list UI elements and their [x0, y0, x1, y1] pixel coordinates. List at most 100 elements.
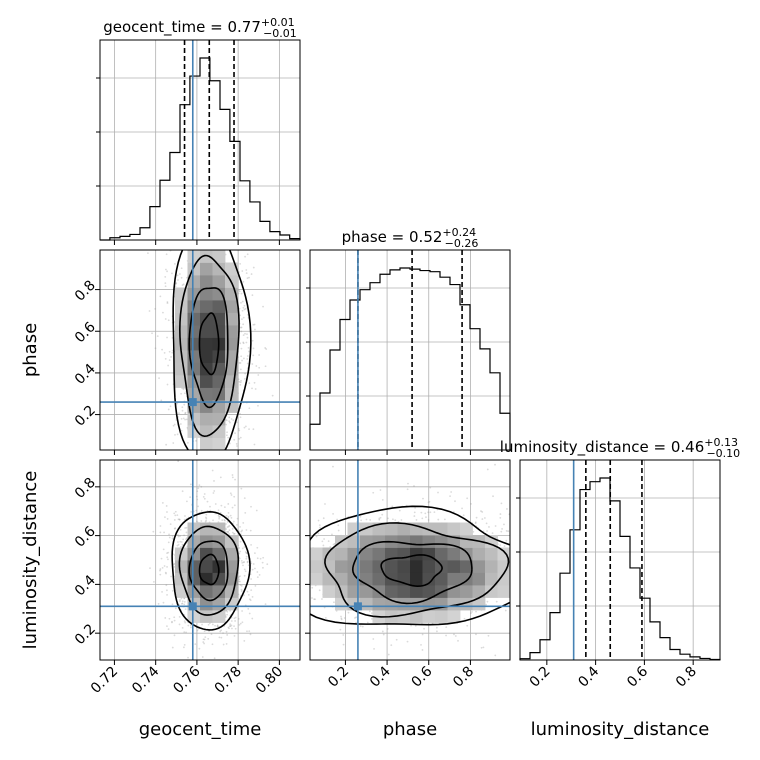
sample-point: [248, 350, 250, 353]
density-cell: [212, 437, 226, 450]
sample-point: [179, 540, 182, 543]
sample-point: [181, 284, 184, 287]
sample-point: [436, 630, 438, 633]
sample-point: [264, 347, 267, 349]
sample-point: [322, 517, 325, 520]
sample-point: [251, 294, 254, 297]
sample-point: [202, 190, 204, 192]
density-cell: [435, 572, 448, 586]
sample-point: [166, 556, 169, 559]
density-cell: [397, 610, 411, 623]
sample-point: [366, 621, 369, 624]
sample-point: [239, 362, 242, 364]
sample-point: [223, 518, 226, 521]
sample-point: [505, 539, 508, 542]
sample-point: [227, 503, 230, 505]
sample-point: [235, 173, 237, 175]
density-cell: [372, 597, 386, 611]
sample-point: [240, 347, 243, 350]
sample-point: [252, 266, 255, 269]
sample-point: [182, 388, 185, 391]
sample-point: [392, 518, 394, 521]
sample-point: [381, 498, 384, 501]
sample-point: [231, 476, 234, 479]
density-cell: [447, 597, 461, 611]
sample-point: [283, 552, 285, 554]
sample-point: [266, 563, 269, 566]
sample-point: [205, 214, 207, 216]
sample-point: [171, 590, 174, 592]
sample-point: [218, 478, 220, 480]
sample-point: [243, 574, 246, 577]
sample-point: [226, 431, 228, 434]
sample-point: [492, 495, 494, 498]
sample-point: [322, 544, 325, 547]
sample-point: [197, 214, 199, 216]
sample-point: [421, 649, 424, 651]
sample-point: [254, 585, 257, 587]
sample-point: [225, 630, 228, 633]
sample-point: [180, 276, 183, 279]
contour-level-2-luminosity_distance_vs_geocent_time: [188, 540, 229, 602]
sample-point: [183, 620, 186, 622]
sample-point: [182, 283, 185, 286]
sample-point: [256, 546, 259, 549]
sample-point: [250, 273, 253, 275]
sample-point: [262, 566, 264, 569]
contour-level-4-luminosity_distance_vs_geocent_time: [171, 511, 251, 631]
sample-point: [521, 579, 523, 581]
sample-point: [177, 279, 179, 281]
sample-point: [448, 661, 450, 663]
sample-point: [302, 521, 304, 523]
sample-point: [178, 454, 180, 456]
tick-label-x-geocent_time-2: 0.76: [170, 663, 203, 696]
sample-point: [202, 505, 204, 507]
sample-point: [297, 587, 299, 589]
sample-point: [244, 372, 247, 375]
sample-point: [382, 633, 385, 636]
sample-point: [186, 276, 188, 279]
sample-point: [210, 484, 212, 486]
sample-point: [512, 541, 514, 543]
sample-point: [513, 568, 515, 570]
sample-point: [437, 491, 439, 494]
panel-frame-luminosity_distance: [519, 459, 721, 661]
sample-point: [225, 514, 228, 517]
sample-point: [194, 643, 197, 646]
sample-point: [379, 516, 382, 519]
sample-point: [494, 654, 497, 657]
sample-point: [303, 546, 305, 548]
sample-point: [185, 538, 187, 541]
sample-point: [204, 454, 206, 456]
sample-point: [195, 495, 198, 498]
tick-label-y-luminosity_distance-3: 0.8: [72, 475, 99, 502]
sample-point: [534, 535, 536, 537]
sample-point: [204, 636, 207, 639]
density-cell: [410, 535, 423, 548]
sample-point: [240, 560, 243, 562]
sample-point: [274, 617, 276, 619]
sample-point: [252, 347, 255, 350]
sample-point: [173, 527, 176, 530]
sample-point: [254, 328, 256, 331]
sample-point: [246, 277, 249, 280]
sample-point: [238, 557, 241, 560]
sample-point: [255, 509, 258, 512]
density-cell: [187, 585, 201, 598]
sample-point: [178, 600, 181, 603]
sample-point: [321, 598, 323, 600]
panel-content-luminosity_distance_vs_geocent_time: [100, 460, 300, 660]
sample-point: [275, 558, 277, 560]
density-cell: [187, 387, 201, 401]
sample-point: [236, 517, 239, 520]
sample-point: [512, 622, 514, 624]
sample-point: [245, 529, 248, 531]
sample-point: [450, 491, 453, 493]
sample-point: [371, 617, 373, 620]
sample-point: [531, 522, 533, 524]
sample-point: [214, 624, 216, 627]
sample-point: [336, 518, 339, 521]
sample-point: [539, 562, 541, 564]
panel-content-phase_vs_geocent_time: [100, 173, 300, 507]
sample-point: [218, 463, 220, 465]
